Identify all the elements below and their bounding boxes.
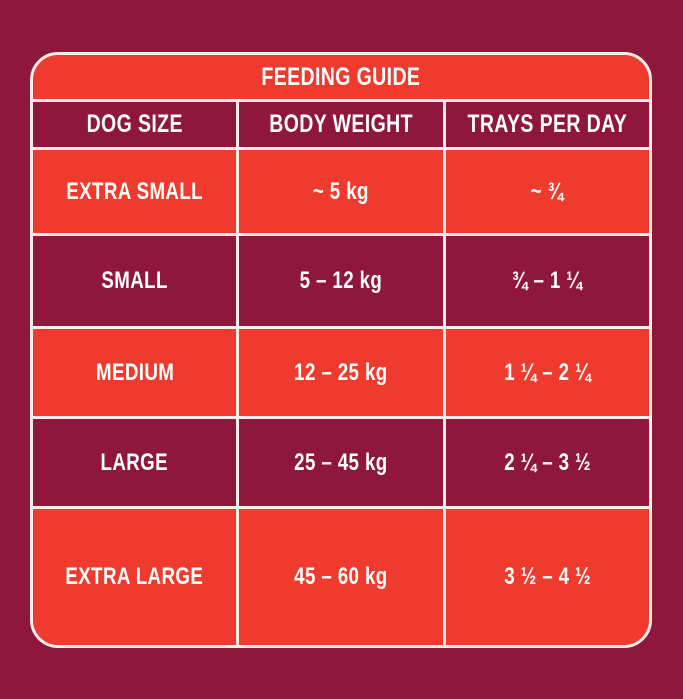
cell-extra-small-trays-per-day: ~ ¾ bbox=[445, 150, 649, 233]
cell-small-body-weight: 5 – 12 kg bbox=[239, 236, 443, 326]
cell-small-dog-size: SMALL bbox=[33, 236, 237, 326]
column-header-body-weight: BODY WEIGHT bbox=[239, 102, 443, 147]
cell-extra-large-trays-per-day: 3 ½ – 4 ½ bbox=[445, 509, 649, 645]
column-header-trays-per-day: TRAYS PER DAY bbox=[445, 102, 649, 147]
feeding-guide-table: FEEDING GUIDE DOG SIZE BODY WEIGHT TRAYS… bbox=[33, 55, 649, 645]
cell-text: SMALL bbox=[101, 267, 168, 294]
cell-extra-large-dog-size: EXTRA LARGE bbox=[33, 509, 237, 645]
cell-extra-small-body-weight: ~ 5 kg bbox=[239, 150, 443, 233]
cell-medium-trays-per-day: 1 ¼ – 2 ¼ bbox=[445, 329, 649, 416]
cell-text: 3 ½ – 4 ½ bbox=[503, 563, 591, 590]
cell-text: ~ ¾ bbox=[530, 177, 564, 205]
feeding-guide-title: FEEDING GUIDE bbox=[261, 62, 421, 91]
cell-extra-small-dog-size: EXTRA SMALL bbox=[33, 150, 237, 233]
cell-text: EXTRA SMALL bbox=[66, 177, 204, 205]
cell-text: 45 – 60 kg bbox=[294, 563, 388, 590]
cell-small-trays-per-day: ¾ – 1 ¼ bbox=[445, 236, 649, 326]
cell-text: LARGE bbox=[100, 448, 169, 476]
cell-text: MEDIUM bbox=[95, 358, 174, 386]
cell-large-trays-per-day: 2 ¼ – 3 ½ bbox=[445, 419, 649, 506]
cell-text: 25 – 45 kg bbox=[294, 448, 388, 476]
cell-text: ~ 5 kg bbox=[313, 177, 369, 205]
cell-text: 1 ¼ – 2 ¼ bbox=[503, 358, 591, 386]
cell-text: ¾ – 1 ¼ bbox=[512, 267, 583, 294]
cell-medium-body-weight: 12 – 25 kg bbox=[239, 329, 443, 416]
feeding-guide-card: FEEDING GUIDE DOG SIZE BODY WEIGHT TRAYS… bbox=[30, 52, 652, 648]
column-header-label: DOG SIZE bbox=[86, 110, 183, 138]
cell-text: 12 – 25 kg bbox=[294, 358, 388, 386]
cell-large-dog-size: LARGE bbox=[33, 419, 237, 506]
cell-extra-large-body-weight: 45 – 60 kg bbox=[239, 509, 443, 645]
feeding-guide-title-bar: FEEDING GUIDE bbox=[33, 55, 649, 99]
column-header-dog-size: DOG SIZE bbox=[33, 102, 237, 147]
cell-large-body-weight: 25 – 45 kg bbox=[239, 419, 443, 506]
cell-medium-dog-size: MEDIUM bbox=[33, 329, 237, 416]
column-header-label: TRAYS PER DAY bbox=[467, 110, 628, 138]
cell-text: 5 – 12 kg bbox=[299, 267, 383, 294]
column-header-label: BODY WEIGHT bbox=[269, 110, 413, 138]
cell-text: EXTRA LARGE bbox=[65, 563, 204, 590]
cell-text: 2 ¼ – 3 ½ bbox=[503, 448, 591, 476]
